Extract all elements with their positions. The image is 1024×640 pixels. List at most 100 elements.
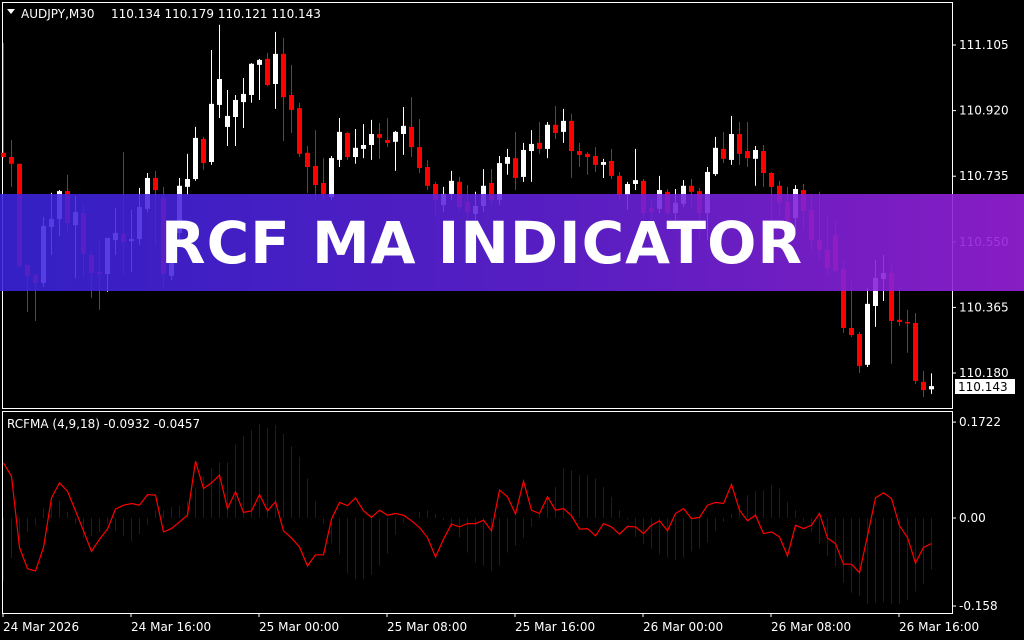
candle — [9, 140, 14, 187]
price-tick-label: 111.105 — [959, 38, 1009, 52]
candle-body — [345, 132, 350, 158]
candle — [905, 309, 910, 353]
candle — [345, 131, 350, 160]
indicator-tick-label: 0.1722 — [959, 415, 1001, 429]
time-tick-label: 25 Mar 16:00 — [515, 620, 595, 634]
candle — [561, 108, 566, 143]
candle — [713, 136, 718, 176]
candle — [745, 121, 750, 167]
last-price-box — [955, 379, 1015, 394]
candle-body — [745, 151, 750, 159]
candle-body — [521, 149, 526, 177]
candle — [857, 331, 862, 374]
candle — [305, 146, 310, 193]
candle — [185, 153, 190, 195]
candle-body — [449, 180, 454, 194]
candle-body — [849, 327, 854, 336]
candle — [209, 49, 214, 165]
candle — [353, 129, 358, 164]
candle-body — [497, 163, 502, 200]
candle — [601, 158, 606, 178]
candle — [369, 119, 374, 160]
candle — [737, 121, 742, 165]
candle — [521, 142, 526, 182]
last-price-label: 110.143 — [958, 380, 1008, 394]
candle-body — [713, 147, 718, 175]
candle — [393, 130, 398, 171]
time-axis: 24 Mar 2026 24 Mar 16:00 25 Mar 00:00 25 Ma… — [2, 613, 979, 634]
candle — [513, 131, 518, 191]
candle — [217, 24, 222, 119]
time-tick-label: 24 Mar 16:00 — [131, 620, 211, 634]
candle-body — [385, 140, 390, 143]
candle — [225, 90, 230, 147]
candle-body — [593, 155, 598, 165]
candle-body — [193, 137, 198, 180]
candle-body — [201, 138, 206, 164]
candle-body — [305, 152, 310, 167]
candle — [249, 63, 254, 103]
candle-body — [185, 179, 190, 187]
candle — [897, 286, 902, 326]
candle-body — [577, 151, 582, 155]
candle — [201, 136, 206, 170]
candle-body — [353, 147, 358, 158]
candle — [409, 97, 414, 158]
candle-body — [609, 160, 614, 176]
candle-body — [529, 143, 534, 152]
candle-body — [913, 323, 918, 381]
candle-body — [145, 177, 150, 209]
candle — [401, 107, 406, 155]
candle — [321, 158, 326, 200]
candle — [609, 148, 614, 180]
candle-body — [705, 171, 710, 214]
candle-body — [537, 142, 542, 149]
candle — [537, 121, 542, 154]
candle-body — [249, 63, 254, 95]
histogram-layer — [3, 423, 932, 604]
candle — [721, 131, 726, 164]
candle-body — [209, 103, 214, 163]
candle — [1, 42, 6, 159]
time-tick-label: 26 Mar 16:00 — [899, 620, 979, 634]
indicator-axis: 0.1722 0.00 -0.158 — [952, 415, 1001, 613]
time-tick-label: 24 Mar 2026 — [3, 620, 79, 634]
candle-body — [865, 303, 870, 365]
candle-body — [857, 333, 862, 366]
candle-body — [289, 94, 294, 110]
candle-body — [585, 153, 590, 158]
candle-body — [689, 185, 694, 192]
candle — [265, 52, 270, 87]
time-tick-label: 25 Mar 00:00 — [259, 620, 339, 634]
candle-body — [417, 147, 422, 169]
banner-title: RCF MA INDICATOR — [160, 208, 804, 277]
price-tick-label: 110.180 — [959, 366, 1009, 380]
candle-body — [361, 144, 366, 149]
candle-body — [561, 120, 566, 132]
indicator-tick-label: -0.158 — [959, 599, 998, 613]
candle-body — [729, 134, 734, 160]
candle-body — [633, 180, 638, 185]
candle-body — [569, 120, 574, 152]
candle-body — [9, 157, 14, 164]
candle-body — [921, 381, 926, 391]
candle-body — [601, 162, 606, 165]
price-tick-label: 110.920 — [959, 104, 1009, 118]
candle — [425, 159, 430, 191]
candle — [377, 123, 382, 159]
symbol-label: AUDJPY,M30 — [21, 7, 95, 21]
candle — [385, 118, 390, 148]
ohlc-readout: 110.134 110.179 110.121 110.143 — [111, 7, 321, 21]
candle-body — [873, 277, 878, 306]
dropdown-triangle-icon[interactable] — [7, 9, 15, 14]
rcfma-signal-line — [2, 461, 932, 574]
candle-body — [393, 131, 398, 142]
candle — [273, 31, 278, 109]
indicator-panel-frame — [2, 411, 953, 614]
candle-body — [273, 53, 278, 85]
candle — [913, 313, 918, 384]
candle-body — [369, 134, 374, 145]
candle-body — [257, 59, 262, 65]
time-tick-label: 26 Mar 00:00 — [643, 620, 723, 634]
